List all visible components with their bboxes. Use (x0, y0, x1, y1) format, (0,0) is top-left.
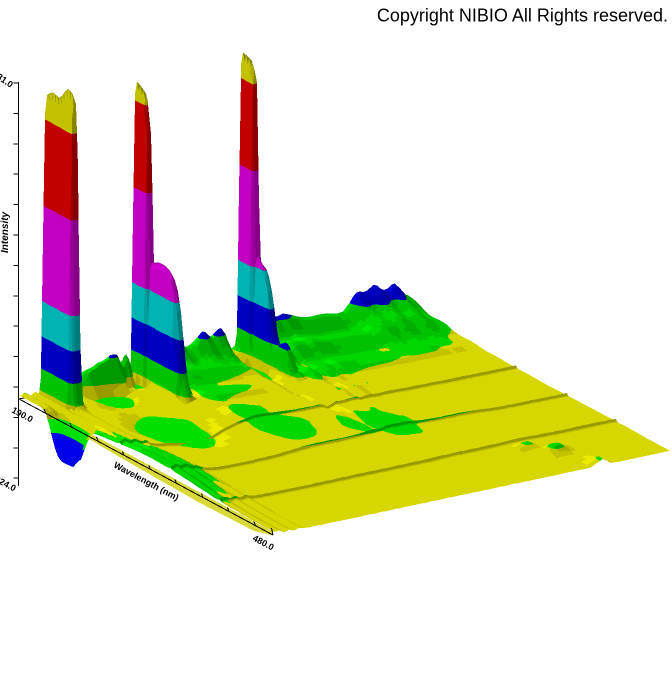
svg-text:Copyright NIBIO All Rights res: Copyright NIBIO All Rights reserved. (377, 6, 668, 26)
svg-text:Intensity: Intensity (0, 211, 11, 253)
